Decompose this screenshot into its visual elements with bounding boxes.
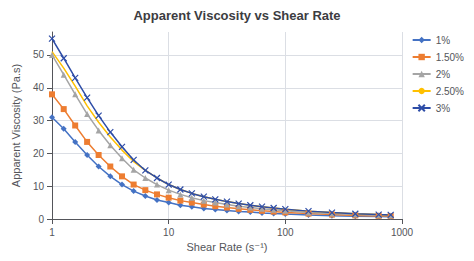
- svg-text:Apparent Viscosity (Pa.s): Apparent Viscosity (Pa.s): [10, 64, 22, 187]
- svg-text:1.50%: 1.50%: [436, 52, 464, 63]
- svg-text:10: 10: [33, 181, 45, 192]
- svg-text:3%: 3%: [436, 103, 451, 114]
- svg-text:Shear Rate (s⁻¹): Shear Rate (s⁻¹): [187, 241, 268, 253]
- svg-text:20: 20: [33, 148, 45, 159]
- svg-text:0: 0: [38, 214, 44, 225]
- svg-text:1: 1: [49, 227, 55, 238]
- svg-text:40: 40: [33, 82, 45, 93]
- svg-text:1000: 1000: [391, 227, 414, 238]
- svg-text:30: 30: [33, 115, 45, 126]
- svg-text:100: 100: [277, 227, 294, 238]
- svg-text:2.50%: 2.50%: [436, 86, 464, 97]
- svg-text:1%: 1%: [436, 35, 451, 46]
- svg-text:10: 10: [163, 227, 175, 238]
- svg-text:50: 50: [33, 49, 45, 60]
- svg-text:2%: 2%: [436, 69, 451, 80]
- svg-text:Apparent Viscosity vs Shear Ra: Apparent Viscosity vs Shear Rate: [133, 8, 340, 23]
